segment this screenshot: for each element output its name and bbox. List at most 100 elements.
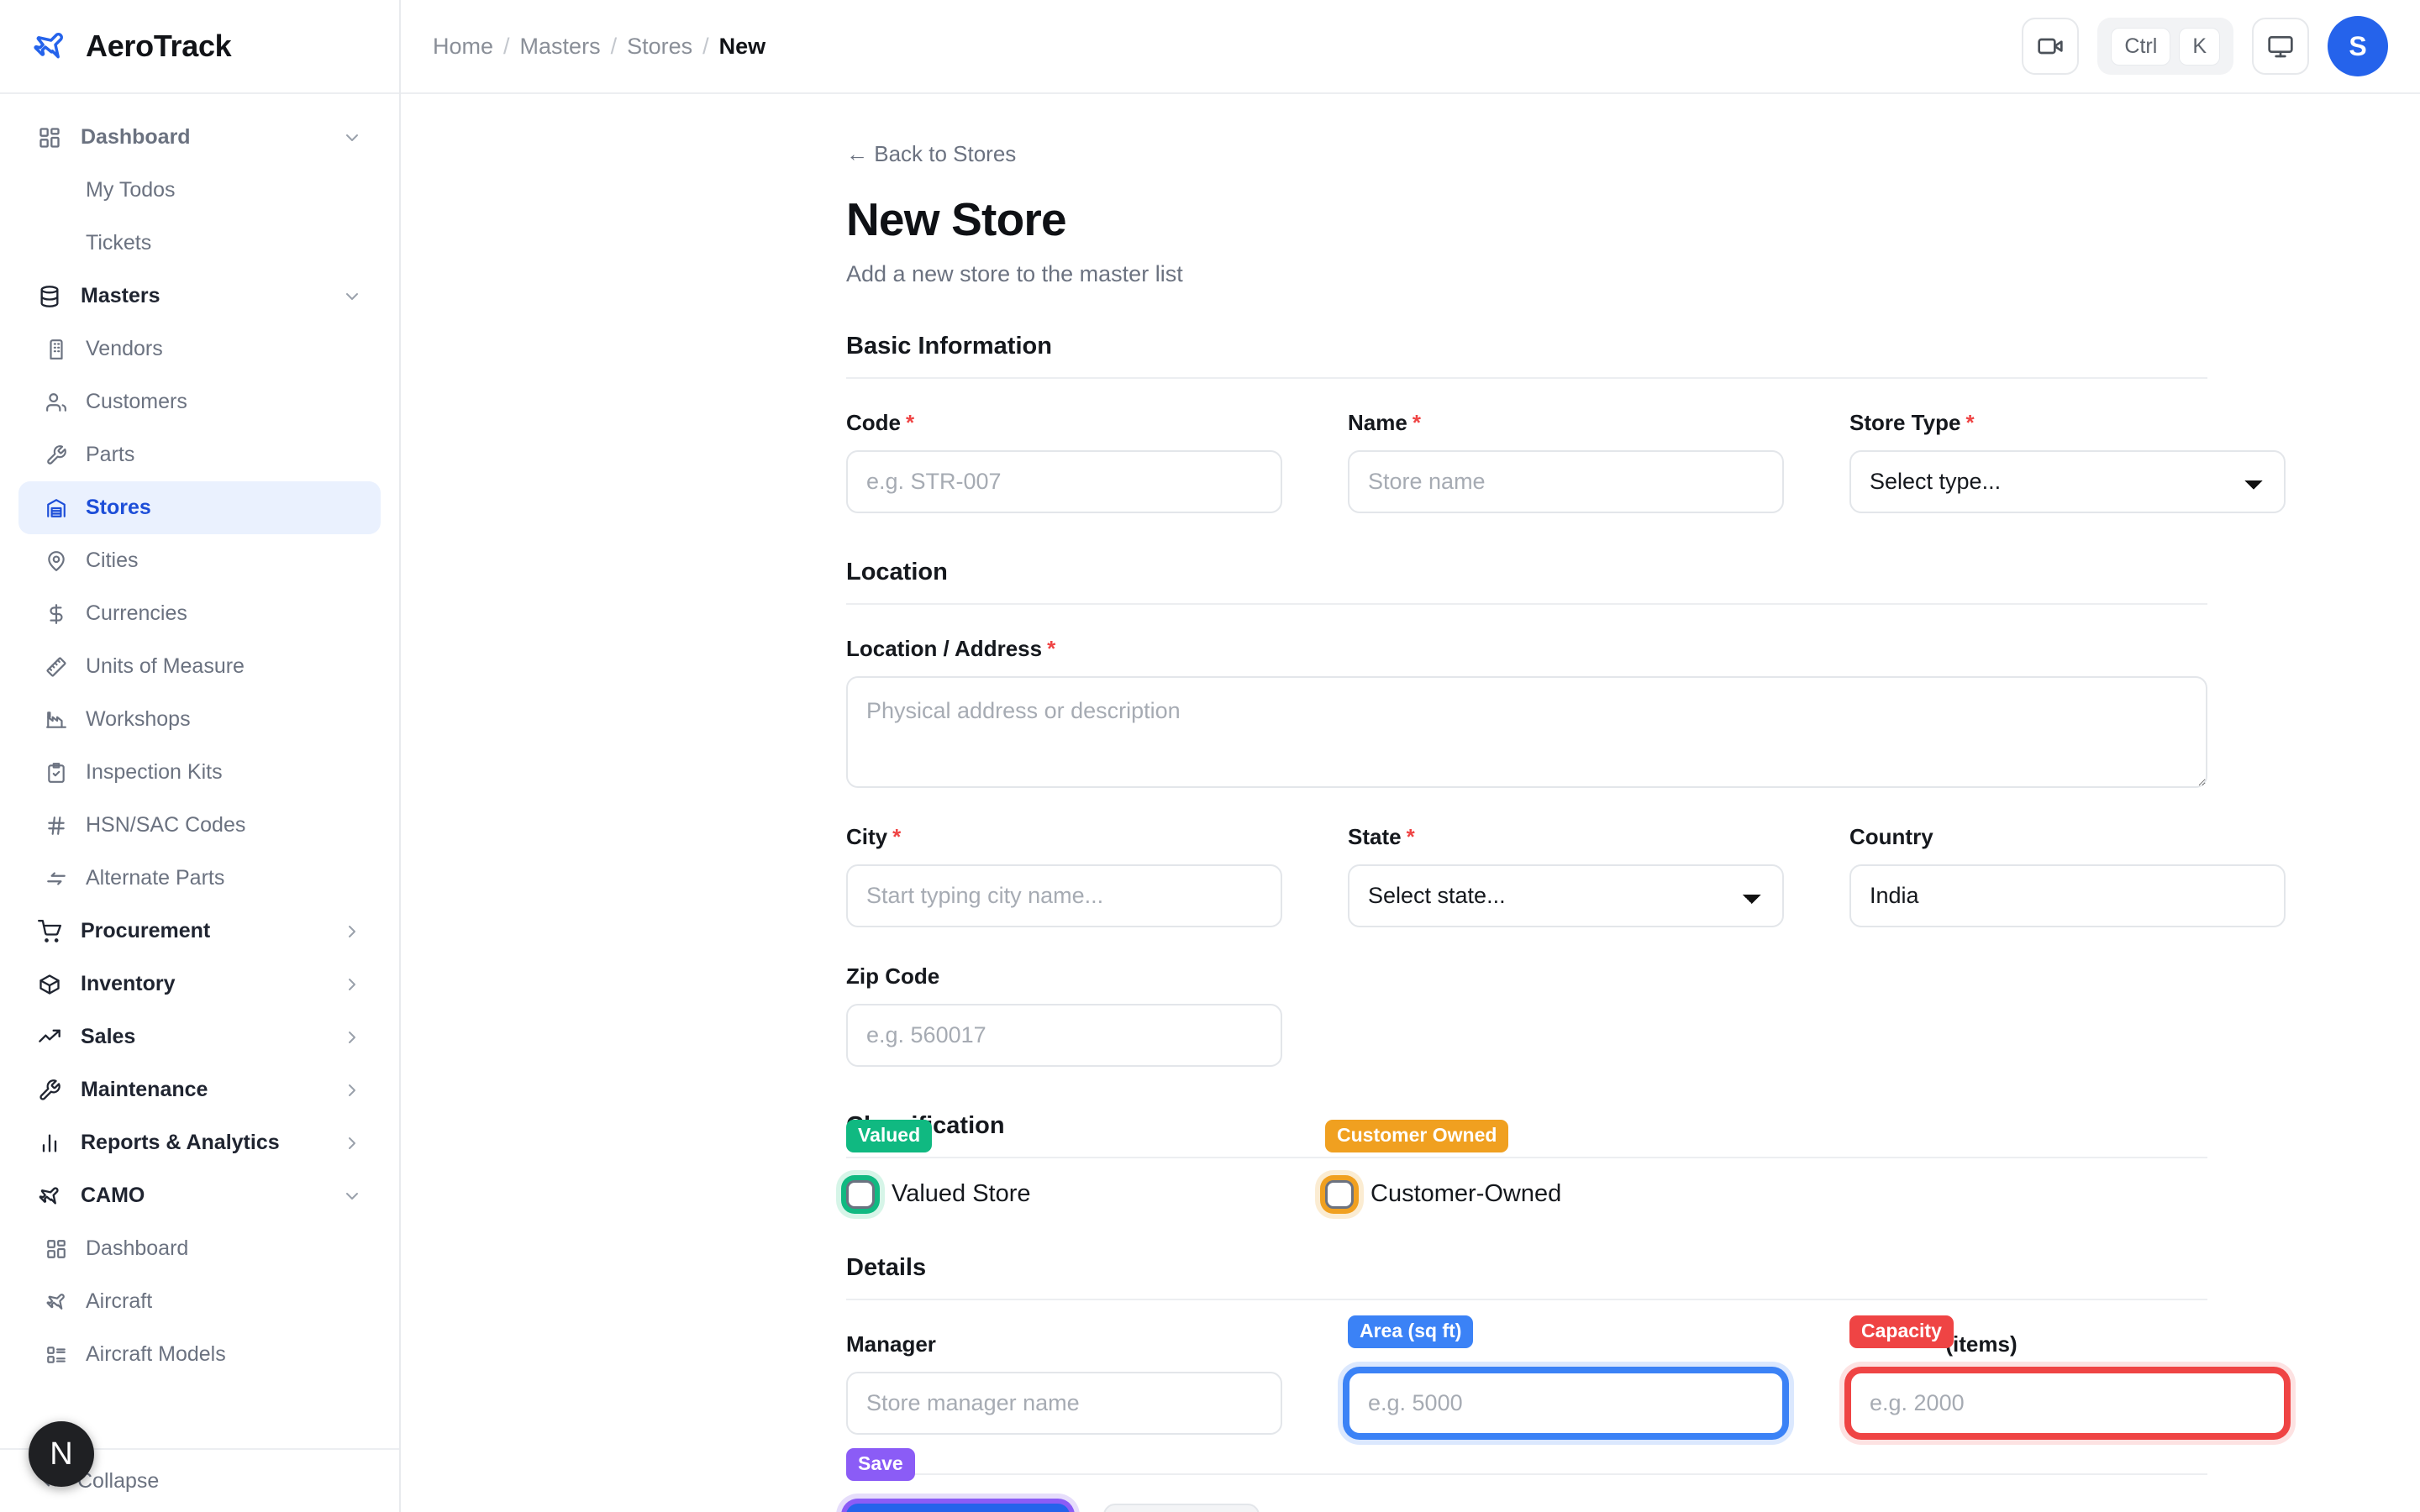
sidebar-item-vendors[interactable]: Vendors	[18, 323, 381, 375]
field-label: Code *	[846, 407, 1282, 436]
name-input[interactable]	[1348, 449, 1784, 513]
annotation-badge-area: Area (sq ft)	[1348, 1315, 1474, 1348]
avatar-initial: S	[2349, 30, 2367, 61]
sidebar-item-camo-dashboard[interactable]: Dashboard	[18, 1222, 381, 1275]
monitor-icon	[2267, 33, 2294, 60]
sidebar-item-customers[interactable]: Customers	[18, 375, 381, 428]
sidebar-item-units-of-measure[interactable]: Units of Measure	[18, 640, 381, 693]
avatar[interactable]: S	[2328, 16, 2388, 76]
required-marker: *	[906, 409, 915, 435]
location-address-textarea[interactable]	[846, 675, 2207, 788]
sidebar-group-label: CAMO	[81, 1184, 145, 1207]
sidebar-item-currencies[interactable]: Currencies	[18, 587, 381, 640]
sidebar-item-hsn-sac-codes[interactable]: HSN/SAC Codes	[18, 799, 381, 852]
valued-store-label: Valued Store	[892, 1180, 1031, 1208]
annotation-badge-valued: Valued	[846, 1119, 933, 1152]
sidebar-item-label: Workshops	[86, 707, 191, 731]
display-settings-button[interactable]	[2252, 18, 2309, 75]
details-fields-row: Manager Area (sq ft)	[846, 1315, 2286, 1435]
dollar-icon	[44, 601, 69, 627]
cart-icon	[37, 919, 62, 944]
sidebar-item-tickets[interactable]: Tickets	[18, 217, 381, 270]
sidebar-group-label: Reports & Analytics	[81, 1131, 280, 1154]
sidebar: AeroTrack Dashboard My Todos Tickets	[0, 0, 401, 1512]
dev-indicator-badge[interactable]: N	[29, 1421, 94, 1487]
back-to-stores-link[interactable]: ← Back to Stores	[846, 141, 1017, 166]
sidebar-item-label: Vendors	[86, 337, 163, 360]
field-label-suffix: (items)	[1945, 1331, 2018, 1357]
breadcrumb-home[interactable]: Home	[433, 33, 494, 59]
sidebar-group-label: Masters	[81, 284, 160, 307]
spacer	[1282, 1329, 1348, 1435]
sidebar-group-sales[interactable]: Sales	[18, 1011, 381, 1063]
topbar-actions: Ctrl K S	[2022, 16, 2388, 76]
plane-icon	[32, 29, 67, 64]
hash-icon	[44, 813, 69, 838]
breadcrumb-separator: /	[610, 33, 618, 59]
state-select[interactable]: Select state...	[1348, 864, 1784, 927]
manager-input[interactable]	[846, 1371, 1282, 1435]
area-input[interactable]	[1348, 1371, 1784, 1435]
breadcrumb-stores[interactable]: Stores	[627, 33, 693, 59]
breadcrumb-masters[interactable]: Masters	[519, 33, 601, 59]
basic-fields-row: Code * Name *	[846, 407, 2286, 513]
city-input[interactable]	[846, 864, 1282, 927]
sidebar-item-aircraft[interactable]: Aircraft	[18, 1275, 381, 1328]
sidebar-group-inventory[interactable]: Inventory	[18, 958, 381, 1011]
customer-owned-checkbox[interactable]	[1325, 1179, 1354, 1209]
warehouse-icon	[44, 496, 69, 521]
field-label: City *	[846, 822, 1282, 850]
chevron-right-icon	[342, 974, 362, 995]
sidebar-item-label: Aircraft	[86, 1289, 153, 1313]
sidebar-item-my-todos[interactable]: My Todos	[18, 164, 381, 217]
country-input[interactable]	[1849, 864, 2286, 927]
chevron-right-icon	[342, 921, 362, 942]
grid-icon	[44, 1236, 69, 1262]
sidebar-group-maintenance[interactable]: Maintenance	[18, 1063, 381, 1116]
sidebar-item-aircraft-models[interactable]: Aircraft Models	[18, 1328, 381, 1381]
clipboard-check-icon	[44, 760, 69, 785]
sidebar-item-label: My Todos	[86, 178, 176, 202]
list-icon	[44, 1342, 69, 1368]
chevron-down-icon	[342, 128, 362, 148]
field-label-text: State	[1348, 823, 1402, 849]
capacity-input[interactable]	[1849, 1371, 2286, 1435]
sidebar-item-stores[interactable]: Stores	[18, 481, 381, 534]
main-area: Home / Masters / Stores / New Ctrl K	[401, 0, 2420, 1512]
sidebar-item-workshops[interactable]: Workshops	[18, 693, 381, 746]
sidebar-group-camo[interactable]: CAMO	[18, 1169, 381, 1222]
field-state: State * Select state...	[1348, 822, 1784, 927]
sidebar-group-dashboard[interactable]: Dashboard	[18, 111, 381, 164]
factory-icon	[44, 707, 69, 732]
page-content: ← Back to Stores New Store Add a new sto…	[401, 94, 2420, 1512]
valued-store-checkbox[interactable]	[846, 1179, 875, 1209]
cancel-button[interactable]	[1103, 1503, 1260, 1512]
sidebar-group-masters[interactable]: Masters	[18, 270, 381, 323]
field-label: Capacity (items) Capacity	[1849, 1315, 2286, 1357]
sidebar-item-alternate-parts[interactable]: Alternate Parts	[18, 852, 381, 905]
sidebar-group-procurement[interactable]: Procurement	[18, 905, 381, 958]
page-subtitle: Add a new store to the master list	[846, 260, 1183, 286]
command-palette-shortcut[interactable]: Ctrl K	[2097, 18, 2233, 75]
breadcrumb: Home / Masters / Stores / New	[433, 34, 765, 60]
sidebar-item-label: Cities	[86, 549, 139, 572]
record-button[interactable]	[2022, 18, 2080, 75]
sidebar-item-inspection-kits[interactable]: Inspection Kits	[18, 746, 381, 799]
sidebar-group-reports-analytics[interactable]: Reports & Analytics	[18, 1116, 381, 1169]
save-button[interactable]	[846, 1503, 1070, 1512]
store-type-select[interactable]: Select type...	[1849, 449, 2286, 513]
breadcrumb-separator: /	[503, 33, 510, 59]
section-location: Location Location / Address *	[846, 559, 2286, 1067]
shortcut-key: K	[2179, 27, 2220, 66]
sidebar-item-parts[interactable]: Parts	[18, 428, 381, 481]
checkbox-customer-owned[interactable]: Customer-Owned	[1325, 1179, 1561, 1209]
section-heading: Classification	[846, 1112, 2207, 1158]
required-marker: *	[1412, 409, 1421, 435]
wrench-icon	[44, 443, 69, 468]
code-input[interactable]	[846, 449, 1282, 513]
sidebar-item-cities[interactable]: Cities	[18, 534, 381, 587]
zip-field-row: Zip Code	[846, 961, 2207, 1067]
checkbox-valued-store[interactable]: Valued Store	[846, 1179, 1325, 1209]
section-details: Details Manager Area (sq ft)	[846, 1254, 2286, 1435]
zip-code-input[interactable]	[846, 1003, 1282, 1067]
